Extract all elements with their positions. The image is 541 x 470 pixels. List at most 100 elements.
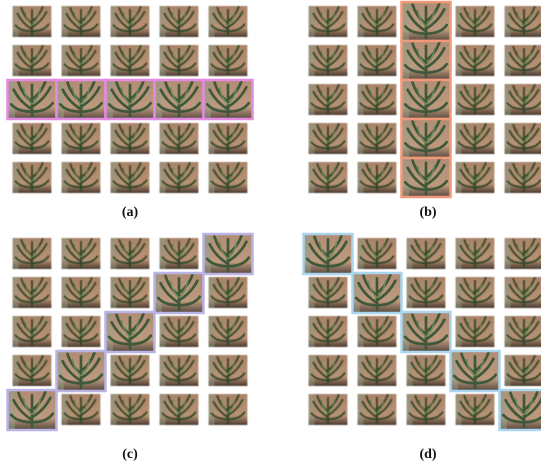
thumbnail	[505, 162, 541, 193]
panel-label: (a)	[122, 205, 139, 220]
thumbnail	[62, 238, 101, 269]
thumbnail	[407, 355, 446, 386]
thumbnail	[309, 45, 348, 76]
thumbnail	[111, 45, 150, 76]
highlighted-thumbnail	[402, 158, 451, 197]
thumbnail	[209, 316, 248, 347]
thumbnail	[456, 238, 495, 269]
thumbnail	[209, 394, 248, 425]
thumbnail	[309, 316, 348, 347]
highlighted-thumbnail	[402, 312, 451, 351]
thumbnail	[309, 162, 348, 193]
highlighted-thumbnail	[402, 2, 451, 41]
thumbnail	[309, 355, 348, 386]
highlighted-thumbnail	[204, 80, 253, 119]
thumbnail	[456, 84, 495, 115]
thumbnail	[505, 123, 541, 154]
highlighted-thumbnail	[155, 80, 204, 119]
thumbnail	[13, 238, 52, 269]
figure: (a) (b) (c) (d)	[0, 0, 541, 470]
thumbnail	[209, 45, 248, 76]
thumbnail	[407, 394, 446, 425]
thumbnail	[13, 316, 52, 347]
thumbnail	[358, 238, 397, 269]
thumbnail	[62, 6, 101, 37]
thumbnail	[111, 6, 150, 37]
thumbnail	[358, 84, 397, 115]
highlighted-thumbnail	[402, 119, 451, 158]
thumbnail	[13, 162, 52, 193]
thumbnail	[209, 123, 248, 154]
panel-label: (b)	[419, 205, 436, 220]
thumbnail	[456, 45, 495, 76]
thumbnail	[62, 277, 101, 308]
image-grid	[309, 2, 541, 197]
image-grid	[8, 234, 253, 430]
thumbnail	[13, 123, 52, 154]
grids	[8, 2, 541, 430]
thumbnail	[456, 6, 495, 37]
thumbnail	[358, 316, 397, 347]
thumbnail	[505, 277, 541, 308]
thumbnail	[160, 162, 199, 193]
panel-label: (d)	[419, 447, 436, 462]
thumbnail	[111, 123, 150, 154]
thumbnail	[505, 84, 541, 115]
highlighted-thumbnail	[402, 41, 451, 80]
thumbnail	[456, 316, 495, 347]
highlighted-thumbnail	[155, 273, 204, 312]
thumbnail	[456, 123, 495, 154]
thumbnail	[309, 6, 348, 37]
thumbnail	[111, 277, 150, 308]
thumbnail	[456, 162, 495, 193]
thumbnail	[505, 238, 541, 269]
thumbnail	[209, 277, 248, 308]
highlighted-thumbnail	[500, 390, 541, 429]
highlighted-thumbnail	[204, 234, 253, 273]
thumbnail	[309, 84, 348, 115]
thumbnail	[160, 6, 199, 37]
thumbnail	[358, 45, 397, 76]
page: {"panels": [{"label": "(a)"}, {"label": …	[0, 0, 541, 470]
thumbnail	[13, 45, 52, 76]
thumbnail	[358, 394, 397, 425]
thumbnail	[505, 316, 541, 347]
thumbnail	[62, 45, 101, 76]
thumbnail	[407, 238, 446, 269]
thumbnail	[407, 277, 446, 308]
thumbnail	[209, 355, 248, 386]
thumbnail	[309, 394, 348, 425]
thumbnail	[13, 355, 52, 386]
thumbnail	[62, 394, 101, 425]
highlighted-thumbnail	[8, 80, 57, 119]
image-grid	[8, 6, 253, 193]
thumbnail	[209, 6, 248, 37]
thumbnail	[358, 355, 397, 386]
highlighted-thumbnail	[304, 234, 353, 273]
thumbnail	[160, 355, 199, 386]
thumbnail	[505, 6, 541, 37]
thumbnail	[13, 277, 52, 308]
panel-label: (c)	[122, 447, 138, 462]
thumbnail	[505, 355, 541, 386]
thumbnail	[160, 238, 199, 269]
highlighted-thumbnail	[57, 80, 106, 119]
thumbnail	[111, 355, 150, 386]
thumbnail	[160, 394, 199, 425]
thumbnail	[62, 316, 101, 347]
thumbnail	[111, 162, 150, 193]
thumbnail	[309, 123, 348, 154]
thumbnail	[505, 45, 541, 76]
thumbnail	[358, 6, 397, 37]
highlighted-thumbnail	[8, 390, 57, 429]
thumbnail	[62, 162, 101, 193]
thumbnail	[309, 277, 348, 308]
thumbnail	[160, 45, 199, 76]
thumbnail	[456, 277, 495, 308]
thumbnail	[358, 123, 397, 154]
thumbnail	[13, 6, 52, 37]
highlighted-thumbnail	[451, 351, 500, 390]
thumbnail	[160, 123, 199, 154]
thumbnail	[111, 394, 150, 425]
highlighted-thumbnail	[106, 312, 155, 351]
